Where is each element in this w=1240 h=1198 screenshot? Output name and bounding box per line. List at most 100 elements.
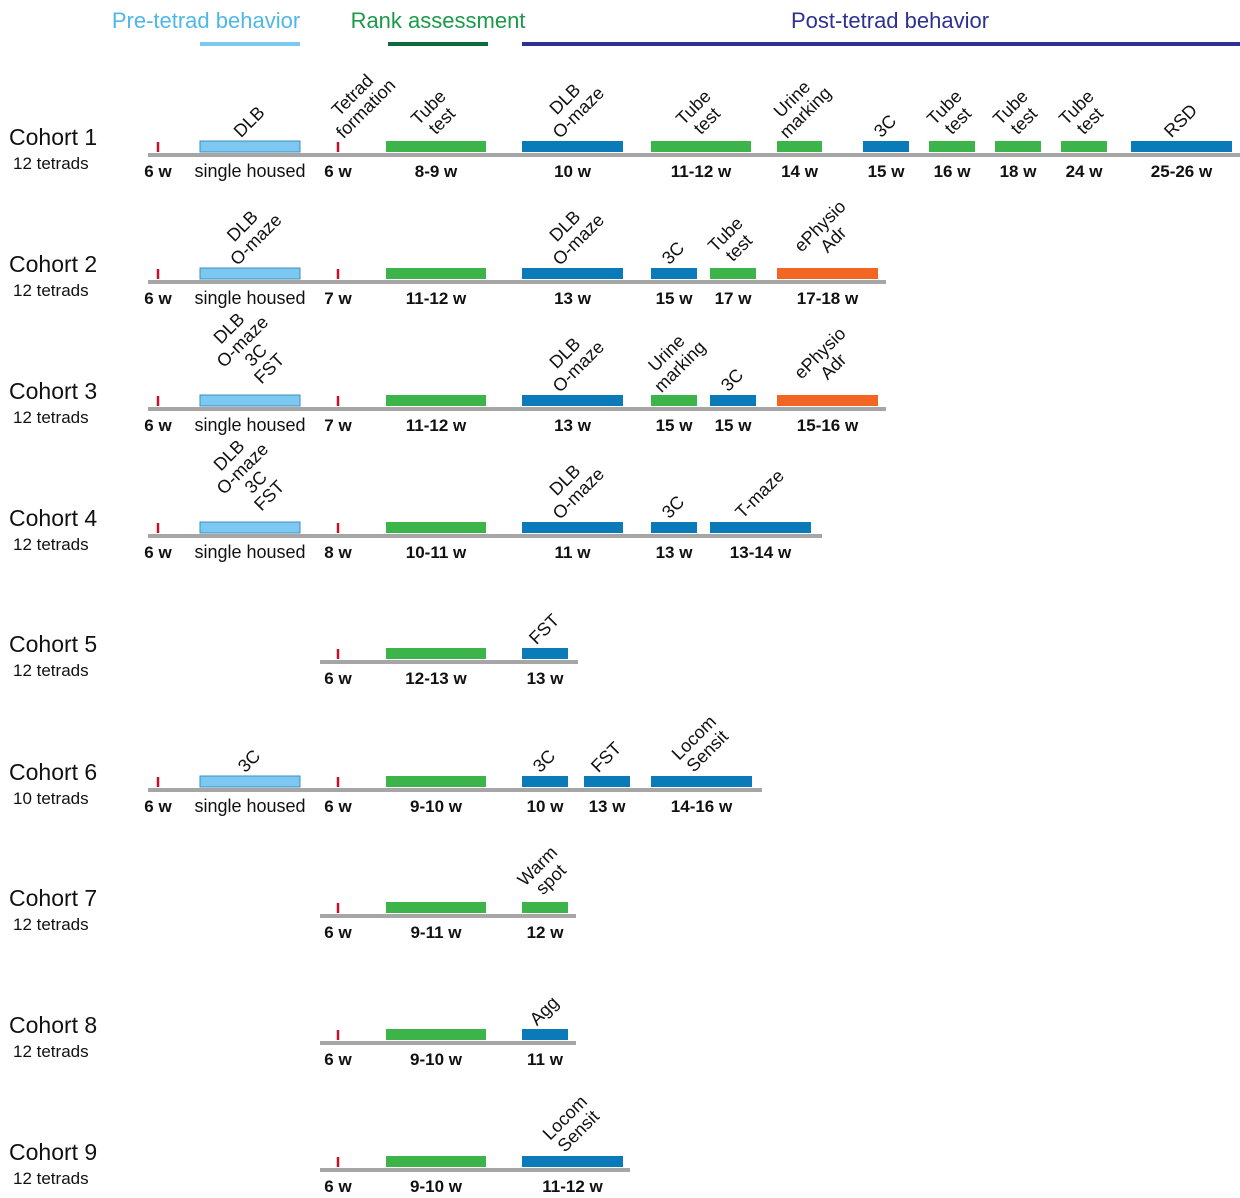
phase-box — [386, 776, 486, 787]
week-label: 13 w — [554, 416, 592, 435]
week-label: 15-16 w — [797, 416, 859, 435]
timeline — [148, 788, 762, 792]
phase-box — [777, 395, 878, 406]
phase-box — [386, 1156, 486, 1167]
week-label: 13-14 w — [730, 543, 792, 562]
phase-box — [651, 268, 697, 279]
phase-box — [522, 648, 568, 659]
week-label: 6 w — [144, 543, 172, 562]
week-label: 9-10 w — [410, 797, 463, 816]
timeline — [148, 153, 1240, 157]
week-label: 18 w — [1000, 162, 1038, 181]
timeline — [320, 660, 578, 664]
week-label: 10 w — [527, 797, 565, 816]
rotated-labels: RSD — [1160, 100, 1201, 141]
week-label: 24 w — [1066, 162, 1104, 181]
timeline — [320, 1041, 576, 1045]
event-label: 3C — [717, 365, 747, 395]
legend-bar — [200, 42, 300, 46]
phase-box — [1061, 141, 1107, 152]
phase-box — [199, 140, 301, 153]
phase-box — [522, 141, 623, 152]
week-label: 8-9 w — [415, 162, 458, 181]
phase-box — [929, 141, 975, 152]
phase-box — [199, 267, 301, 280]
cohort-size: 12 tetrads — [13, 408, 89, 427]
phase-box — [522, 522, 623, 533]
week-label: 7 w — [324, 289, 352, 308]
week-label: 13 w — [527, 669, 565, 688]
week-label: 6 w — [324, 1177, 352, 1196]
rotated-labels: 3C — [717, 365, 747, 395]
cohort-size: 12 tetrads — [13, 1169, 89, 1188]
rotated-labels: FST — [587, 738, 625, 776]
week-label: 11 w — [527, 1050, 564, 1069]
cohort-name: Cohort 6 — [9, 759, 97, 785]
week-label: 6 w — [144, 162, 172, 181]
cohort-size: 12 tetrads — [13, 281, 89, 300]
event-label: DLB — [230, 102, 269, 141]
rotated-labels: DLB — [230, 102, 269, 141]
week-label: 12-13 w — [405, 669, 467, 688]
rotated-labels: FST — [525, 610, 563, 648]
cohort-size: 10 tetrads — [13, 789, 89, 808]
cohort-size: 12 tetrads — [13, 535, 89, 554]
week-label: 9-10 w — [410, 1177, 463, 1196]
rotated-labels: 3C — [658, 492, 688, 522]
phase-box — [386, 141, 486, 152]
week-label: 7 w — [324, 416, 352, 435]
week-label: 15 w — [656, 416, 694, 435]
housing-label: single housed — [194, 415, 305, 435]
phase-box — [584, 776, 630, 787]
phase-box — [651, 522, 697, 533]
week-label: 8 w — [324, 543, 352, 562]
cohort-name: Cohort 9 — [9, 1139, 97, 1165]
week-label: 11-12 w — [542, 1177, 603, 1196]
cohort-size: 12 tetrads — [13, 154, 89, 173]
week-label: 13 w — [554, 289, 592, 308]
cohort-size: 12 tetrads — [13, 661, 89, 680]
week-label: 15 w — [656, 289, 694, 308]
housing-label: single housed — [194, 542, 305, 562]
cohort-name: Cohort 5 — [9, 631, 97, 657]
legend-bar — [388, 42, 488, 46]
timeline — [148, 534, 822, 538]
week-label: 15 w — [715, 416, 753, 435]
event-label: 3C — [658, 238, 688, 268]
week-label: 6 w — [324, 1050, 352, 1069]
phase-box — [710, 268, 756, 279]
week-label: 17 w — [715, 289, 753, 308]
event-label: T-maze — [731, 466, 788, 523]
timeline — [148, 280, 886, 284]
phase-box — [386, 395, 486, 406]
week-label: 9-11 w — [410, 923, 462, 942]
housing-label: single housed — [194, 161, 305, 181]
phase-box — [710, 522, 811, 533]
rotated-labels: 3C — [870, 111, 900, 141]
event-label: FST — [525, 610, 563, 648]
phase-box — [199, 394, 301, 407]
week-label: 17-18 w — [797, 289, 859, 308]
phase-box — [863, 141, 909, 152]
legend-label: Rank assessment — [351, 8, 526, 33]
timeline — [320, 914, 576, 918]
phase-box — [651, 776, 752, 787]
event-label: RSD — [1160, 100, 1201, 141]
legend-label: Post-tetrad behavior — [791, 8, 989, 33]
week-label: 10 w — [554, 162, 592, 181]
phase-box — [386, 648, 486, 659]
rotated-labels: 3C — [234, 746, 264, 776]
week-label: 15 w — [868, 162, 906, 181]
phase-box — [522, 268, 623, 279]
